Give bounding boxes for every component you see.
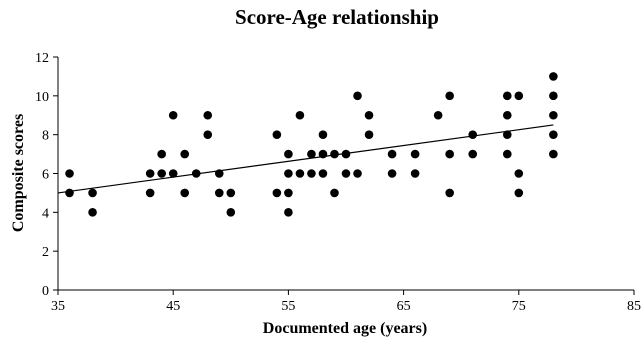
data-point [307,169,316,178]
data-point [318,169,328,178]
data-point [145,188,155,198]
data-point [214,169,224,178]
data-point [364,130,374,139]
data-point [502,149,512,159]
x-tick-label: 85 [627,299,641,314]
data-point [88,208,97,217]
data-point [445,188,454,198]
data-point [145,169,155,178]
y-tick-label: 10 [35,90,49,105]
data-point [353,91,362,101]
data-point [284,208,293,217]
data-point [284,169,293,178]
data-point [272,188,282,198]
x-axis-label: Documented age (years) [263,320,427,337]
data-point [549,110,558,120]
y-axis-label: Composite scores [10,114,27,232]
axes [53,56,635,295]
trendline [57,124,554,194]
data-point [502,110,512,120]
data-point [410,169,420,178]
data-point [514,91,524,101]
data-point [157,149,166,159]
data-point [284,188,293,198]
data-point [502,130,512,139]
data-point [214,188,224,198]
y-tick-label: 6 [42,168,49,183]
data-point [341,169,351,178]
data-points [65,72,558,217]
data-point [514,188,524,198]
data-point [468,149,478,159]
x-tick-label: 35 [51,299,65,314]
data-point [272,130,282,139]
y-tick-label: 2 [42,245,49,260]
data-point [168,169,178,178]
data-point [410,149,420,159]
data-point [307,149,316,159]
data-point [341,149,351,159]
data-point [387,169,397,178]
data-point [168,110,178,120]
trendline-group [57,124,554,194]
y-tick-label: 8 [42,129,49,144]
tick-labels: 0 2 4 6 8 10 12 35 45 55 65 75 85 [35,51,641,314]
data-point [65,169,74,178]
data-point [284,149,293,159]
data-point [549,130,558,139]
data-point [191,169,201,178]
y-tick-label: 12 [35,51,49,66]
x-tick-label: 65 [397,299,411,314]
data-point [203,130,213,139]
data-point [330,188,339,198]
data-point [203,110,213,120]
data-point [445,149,454,159]
data-point [318,149,328,159]
data-point [502,91,512,101]
data-point [468,130,478,139]
data-point [549,72,558,81]
x-tick-label: 45 [166,299,180,314]
data-point [330,149,339,159]
data-point [226,188,236,198]
data-point [433,110,443,120]
data-point [445,91,454,101]
data-point [88,188,97,198]
data-point [295,169,305,178]
data-point [157,169,166,178]
x-tick-label: 75 [512,299,526,314]
data-point [226,208,236,217]
data-point [295,110,305,120]
x-tick-label: 55 [281,299,295,314]
data-point [514,169,524,178]
chart-title: Score-Age relationship [235,5,439,29]
data-point [387,149,397,159]
data-point [364,110,374,120]
data-point [180,188,190,198]
data-point [65,188,74,198]
data-point [549,91,558,101]
data-point [353,169,362,178]
data-point [318,130,328,139]
data-point [549,149,558,159]
y-tick-label: 0 [42,284,49,299]
data-point [180,149,190,159]
y-tick-label: 4 [42,206,49,221]
